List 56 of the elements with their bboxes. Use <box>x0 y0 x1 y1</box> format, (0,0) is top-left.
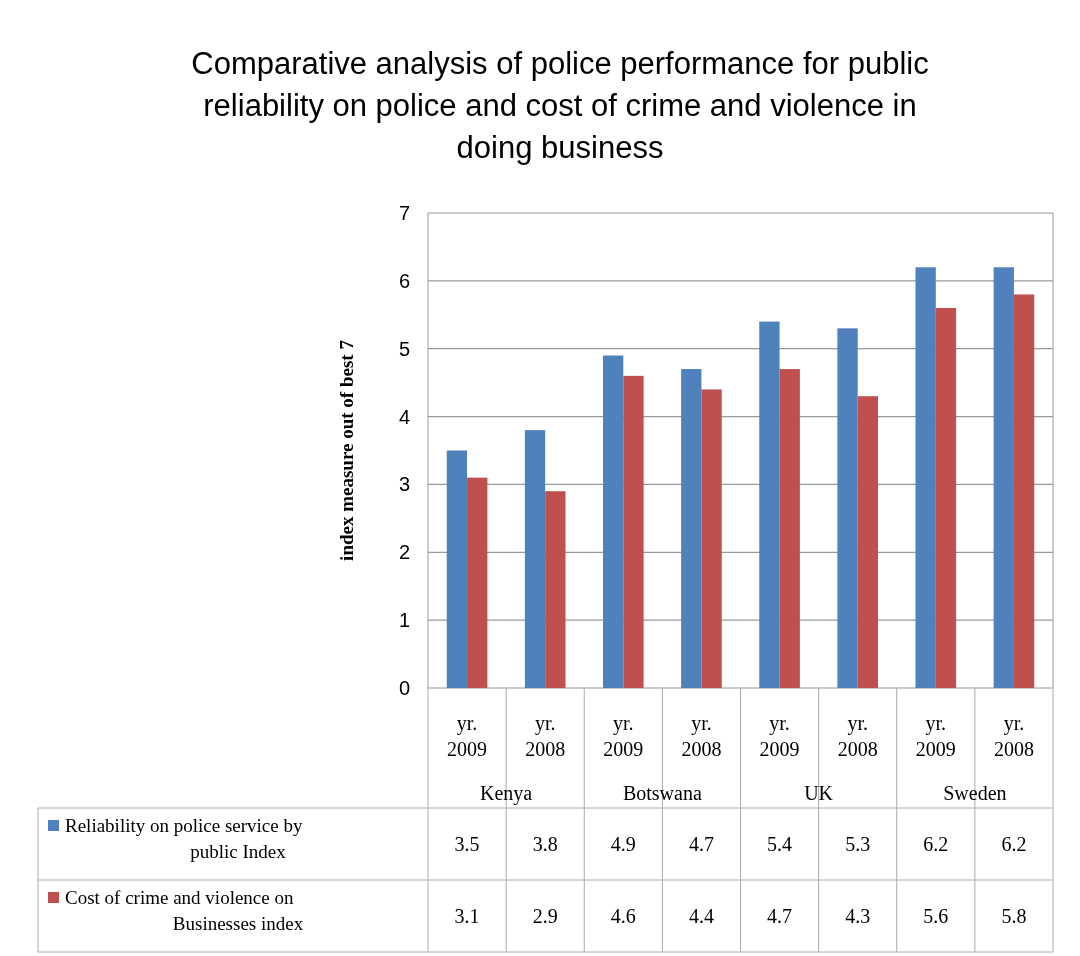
bar <box>545 491 566 688</box>
y-tick-label: 3 <box>398 473 410 496</box>
bar <box>603 355 624 688</box>
data-label: 6.2 <box>1001 833 1027 855</box>
x-tick-label: yr. 2008 <box>837 712 878 760</box>
bar <box>837 328 858 688</box>
data-label: 6.2 <box>923 833 949 855</box>
bar <box>446 450 468 688</box>
text: Sweden <box>943 782 1007 804</box>
bar <box>759 321 780 688</box>
y-tick-label: 4 <box>398 405 410 428</box>
bar <box>623 375 644 688</box>
y-tick-label: 5 <box>398 337 410 360</box>
x-tick-label: yr. 2009 <box>447 712 488 760</box>
data-label: 4.7 <box>688 833 714 855</box>
data-label: 4.9 <box>610 833 636 855</box>
data-label: 4.7 <box>767 905 793 927</box>
bar <box>915 267 936 688</box>
text: Kenya <box>480 782 533 805</box>
text: Botswana <box>622 782 702 804</box>
bar <box>779 369 800 688</box>
y-tick-label: 1 <box>398 609 410 632</box>
bar <box>681 369 702 688</box>
bar <box>524 430 546 688</box>
bar <box>935 308 957 688</box>
y-axis-title: index measure out of best 7 <box>336 339 357 561</box>
y-tick-label: 2 <box>398 541 410 564</box>
data-label: 5.3 <box>845 833 871 855</box>
x-tick-label: yr. 2009 <box>915 712 956 760</box>
legend-label: Cost of crime and violence on Businesses index <box>65 887 304 934</box>
data-label: 4.6 <box>610 905 636 927</box>
data-label: 3.8 <box>532 833 558 855</box>
text: UK <box>804 782 834 804</box>
data-label: 2.9 <box>532 905 558 927</box>
x-tick-label: yr. 2009 <box>603 712 644 760</box>
data-label: 5.6 <box>923 905 949 927</box>
y-tick-label: 6 <box>398 269 410 292</box>
x-tick-label: yr. 2008 <box>681 712 722 760</box>
data-label: 3.5 <box>454 833 480 855</box>
data-label: 3.1 <box>454 905 480 927</box>
bar <box>1013 294 1035 688</box>
x-tick-label: yr. 2008 <box>525 712 566 760</box>
data-label: 5.4 <box>767 833 793 855</box>
chart-title: Comparative analysis of police performance for public reliability on police and cost of crime and violence in doing business <box>191 46 929 165</box>
x-tick-label: yr. 2009 <box>759 712 800 760</box>
bar <box>993 267 1014 688</box>
data-label: 4.3 <box>845 905 871 927</box>
bar <box>701 389 722 688</box>
legend-label: Reliability on police service by public Index <box>65 815 303 862</box>
y-tick-label: 0 <box>398 677 410 699</box>
data-label: 5.8 <box>1001 905 1027 927</box>
x-tick-label: yr. 2008 <box>993 712 1034 760</box>
bar <box>857 396 878 688</box>
bar <box>467 477 488 688</box>
y-tick-label: 7 <box>398 202 410 224</box>
data-label: 4.4 <box>688 905 714 927</box>
